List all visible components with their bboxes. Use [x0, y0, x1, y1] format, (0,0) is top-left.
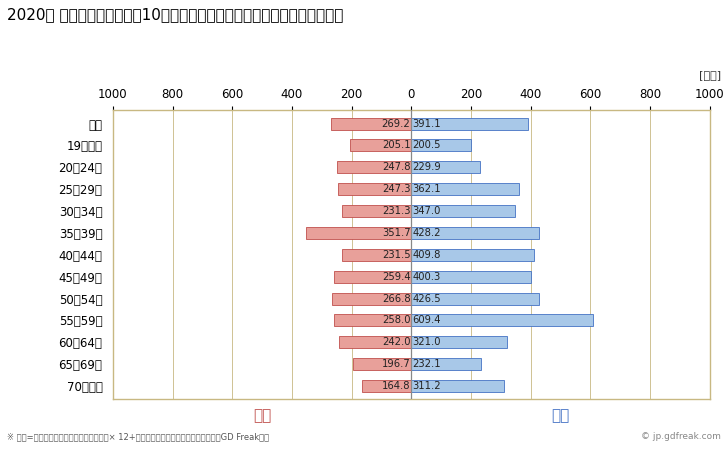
Bar	[411, 205, 515, 217]
Text: 164.8: 164.8	[382, 381, 411, 391]
Text: 347.0: 347.0	[412, 206, 440, 216]
Text: 391.1: 391.1	[412, 119, 441, 129]
Text: 400.3: 400.3	[412, 272, 440, 282]
Bar	[411, 118, 528, 129]
Text: 205.1: 205.1	[381, 140, 411, 151]
Text: 609.4: 609.4	[412, 315, 440, 326]
Bar	[337, 161, 411, 173]
Bar	[306, 227, 411, 239]
Bar	[411, 139, 471, 152]
Bar	[332, 293, 411, 304]
Bar	[411, 293, 539, 304]
Text: 258.0: 258.0	[382, 315, 411, 326]
Text: 232.1: 232.1	[412, 359, 441, 369]
Text: 男性: 男性	[551, 408, 570, 423]
Bar	[411, 271, 531, 283]
Text: 269.2: 269.2	[381, 119, 411, 129]
Text: [万円]: [万円]	[699, 70, 721, 80]
Bar	[334, 314, 411, 327]
Bar	[411, 183, 519, 195]
Text: 200.5: 200.5	[412, 140, 440, 151]
Text: 196.7: 196.7	[381, 359, 411, 369]
Text: 242.0: 242.0	[382, 337, 411, 347]
Bar	[362, 380, 411, 392]
Text: 247.8: 247.8	[382, 162, 411, 172]
Text: © jp.gdfreak.com: © jp.gdfreak.com	[641, 432, 721, 441]
Bar	[342, 249, 411, 261]
Bar	[339, 336, 411, 348]
Bar	[342, 205, 411, 217]
Bar	[352, 358, 411, 370]
Bar	[331, 118, 411, 129]
Bar	[411, 161, 480, 173]
Text: 362.1: 362.1	[412, 184, 441, 194]
Text: 426.5: 426.5	[412, 294, 441, 304]
Text: 428.2: 428.2	[412, 228, 440, 238]
Bar	[411, 314, 593, 327]
Bar	[411, 249, 534, 261]
Text: 231.3: 231.3	[382, 206, 411, 216]
Text: 311.2: 311.2	[412, 381, 441, 391]
Text: 女性: 女性	[253, 408, 272, 423]
Bar	[334, 271, 411, 283]
Text: 247.3: 247.3	[382, 184, 411, 194]
Bar	[338, 183, 411, 195]
Text: 2020年 民間企業（従業者数10人以上）フルタイム労働者の男女別平均年収: 2020年 民間企業（従業者数10人以上）フルタイム労働者の男女別平均年収	[7, 7, 344, 22]
Bar	[411, 358, 480, 370]
Text: 321.0: 321.0	[412, 337, 440, 347]
Text: 259.4: 259.4	[381, 272, 411, 282]
Text: 231.5: 231.5	[381, 250, 411, 260]
Text: ※ 年収=「きまって支給する現金給与額」× 12+「年間賞与その他特別給与額」としてGD Freak推計: ※ 年収=「きまって支給する現金給与額」× 12+「年間賞与その他特別給与額」と…	[7, 432, 269, 441]
Text: 409.8: 409.8	[412, 250, 440, 260]
Text: 266.8: 266.8	[381, 294, 411, 304]
Bar	[411, 227, 539, 239]
Text: 229.9: 229.9	[412, 162, 441, 172]
Text: 351.7: 351.7	[381, 228, 411, 238]
Bar	[411, 336, 507, 348]
Bar	[350, 139, 411, 152]
Bar	[411, 380, 505, 392]
